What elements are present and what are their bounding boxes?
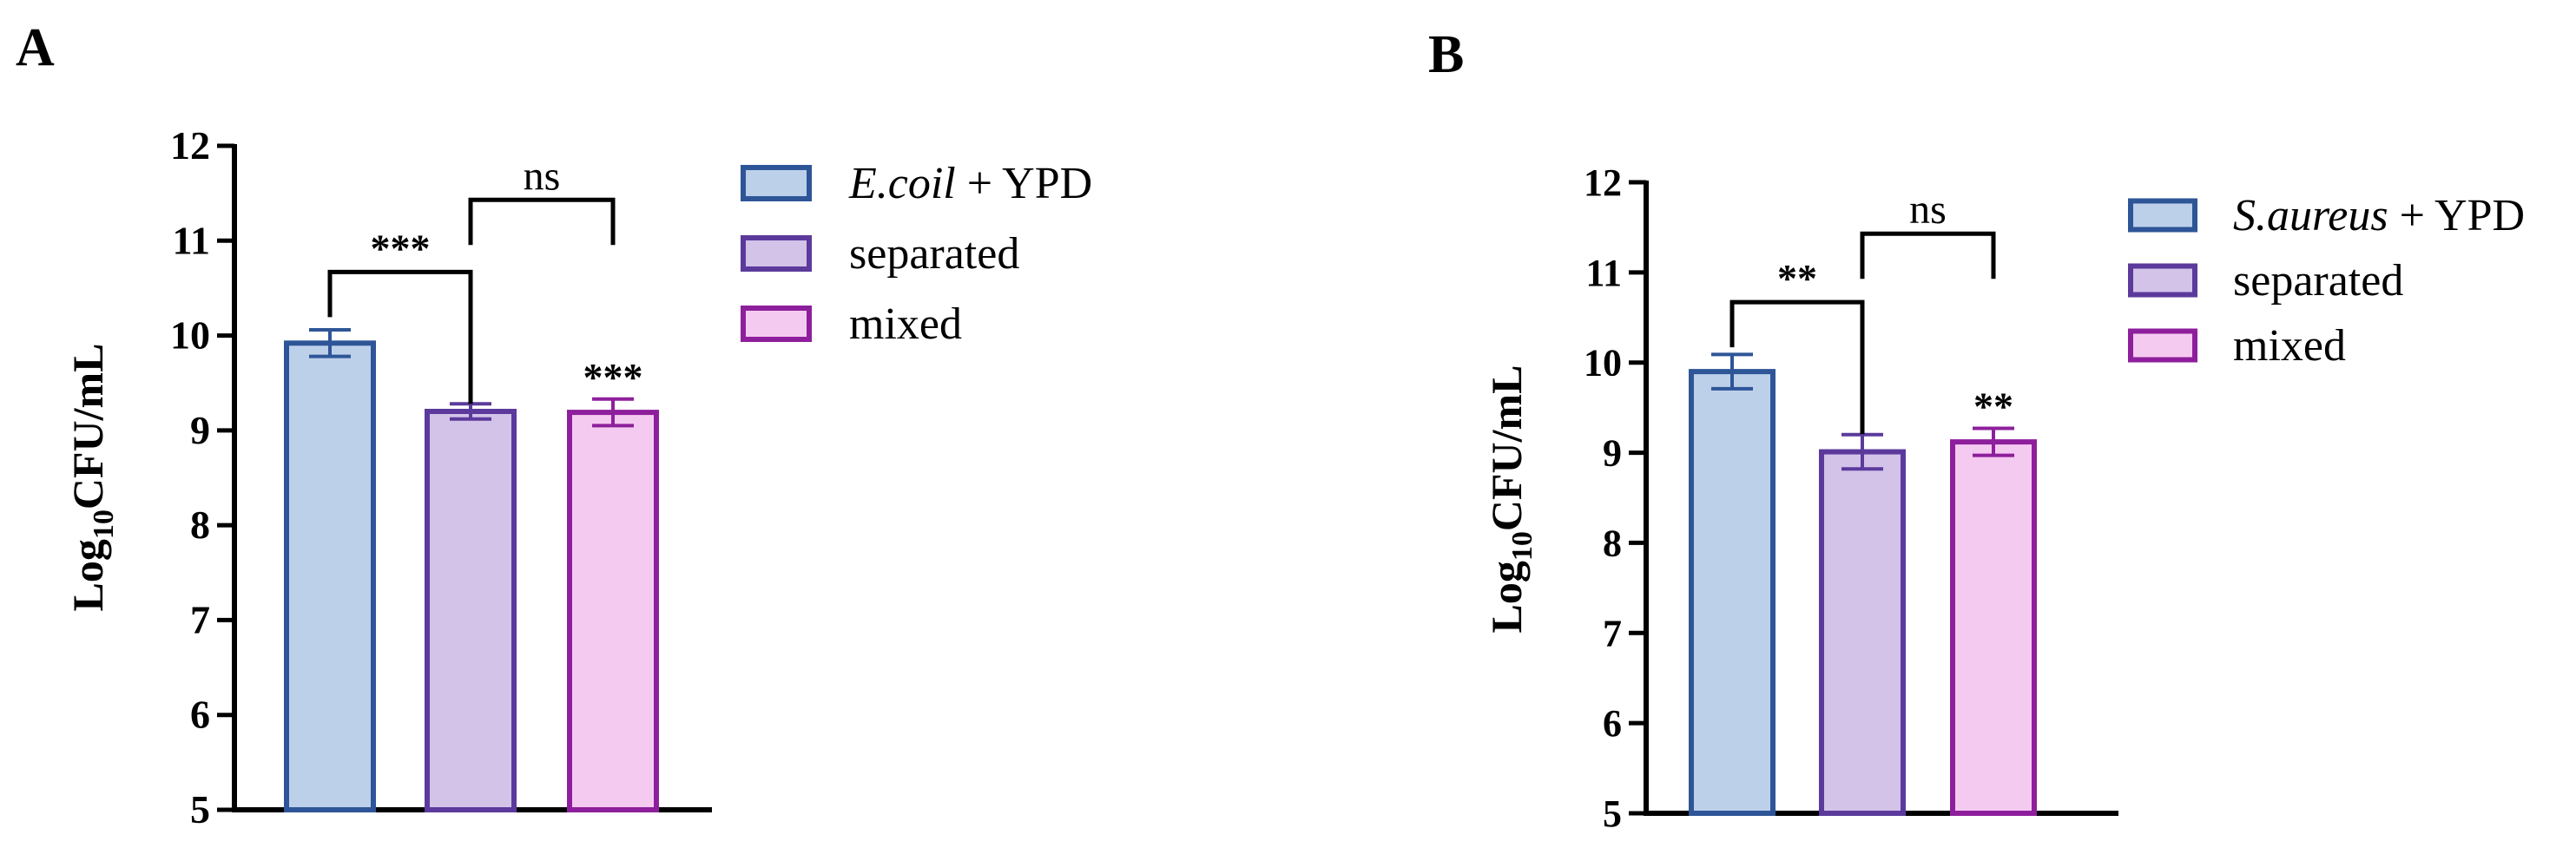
panel-label: A [16, 18, 55, 77]
bar [1689, 369, 1776, 816]
y-tick-label: 9 [190, 408, 210, 452]
legend-label: mixed [2233, 321, 2346, 371]
bar [1950, 439, 2037, 816]
legend-label: E.coil + YPD [848, 159, 1092, 208]
y-tick-label: 10 [170, 313, 210, 358]
y-tick-label: 5 [190, 787, 210, 832]
legend-swatch [741, 235, 812, 272]
y-tick-label: 12 [170, 123, 210, 168]
legend-swatch [2128, 328, 2197, 363]
bracket-label: ns [524, 153, 561, 199]
y-axis-label: Log10CFU/mL [1482, 365, 1538, 633]
bar [567, 410, 659, 812]
comparison-bracket [1729, 299, 1865, 435]
y-tick-label: 10 [1584, 342, 1622, 385]
legend-swatch [2128, 198, 2197, 233]
y-tick-label: 8 [190, 503, 210, 547]
legend-swatch [2128, 263, 2197, 298]
legend-swatch [741, 306, 812, 342]
bracket-label: ** [1777, 256, 1817, 300]
significance-label: ** [1973, 385, 2013, 429]
y-tick-label: 7 [1603, 612, 1622, 654]
y-tick-label: 8 [1603, 522, 1622, 564]
y-axis-label: Log10CFU/mL [63, 343, 120, 611]
comparison-bracket [468, 197, 616, 246]
y-tick-label: 11 [173, 218, 210, 262]
y-tick-label: 9 [1603, 432, 1622, 475]
panel-a: A 5 6 7 8 9 10 11 12 Log10CFU/mL *** *** ns E.coil + … [16, 18, 1092, 832]
panel-b: B 5 6 7 8 9 10 11 12 Log10CFU/mL ** ** ns S.aureus + … [1428, 25, 2525, 835]
bracket-label: ns [1909, 187, 1947, 233]
legend-label: S.aureus + YPD [2233, 191, 2525, 240]
y-tick-label: 12 [1584, 161, 1622, 204]
y-tick-label: 7 [190, 597, 210, 641]
comparison-bracket [1860, 231, 1996, 279]
legend-label: separated [849, 229, 1019, 279]
y-tick-label: 6 [1603, 702, 1622, 745]
bar [284, 340, 376, 813]
y-tick-label: 5 [1603, 792, 1622, 835]
legend-label: separated [2233, 256, 2403, 306]
bar [1819, 449, 1906, 816]
bracket-label: *** [371, 226, 431, 270]
significance-label: *** [583, 355, 643, 399]
legend-swatch [741, 165, 812, 201]
legend-label: mixed [849, 299, 962, 349]
bar [425, 409, 517, 812]
panel-label: B [1428, 25, 1464, 84]
comparison-bracket [327, 269, 473, 404]
y-tick-label: 6 [190, 693, 210, 737]
y-tick-label: 11 [1585, 252, 1622, 294]
